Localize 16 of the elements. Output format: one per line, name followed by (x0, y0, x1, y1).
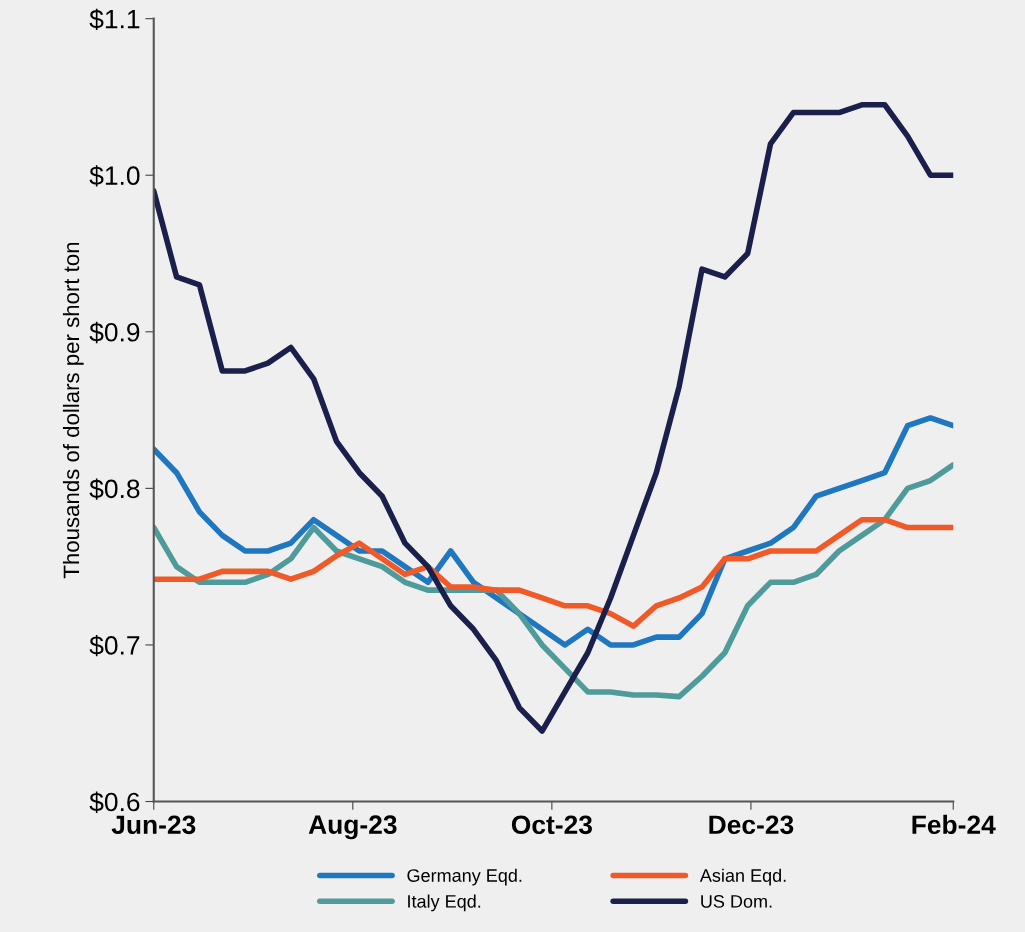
x-tick-label: Jun-23 (111, 815, 196, 835)
x-tick-label: Oct-23 (511, 815, 592, 835)
y-tick-label: $0.9 (89, 321, 140, 344)
legend-label: US Dom. (701, 894, 772, 908)
x-tick-label: Aug-23 (308, 815, 397, 840)
x-tick-label: Feb-24 (912, 814, 996, 835)
y-tick-label: $0.7 (89, 634, 140, 657)
y-tick-label: $1.1 (89, 8, 140, 31)
y-tick-label: $1.0 (89, 165, 140, 187)
y-tick-label: $0.6 (89, 791, 140, 813)
legend-label: Italy Eqd. (408, 894, 481, 912)
x-tick-label: Dec-23 (709, 815, 794, 835)
legend-label: Asian Eqd. (699, 868, 786, 886)
y-tick-label: $0.8 (89, 478, 140, 500)
y-axis-title: Thousands of dollars per short ton (62, 242, 84, 579)
legend-label: Germany Eqd. (407, 868, 522, 886)
